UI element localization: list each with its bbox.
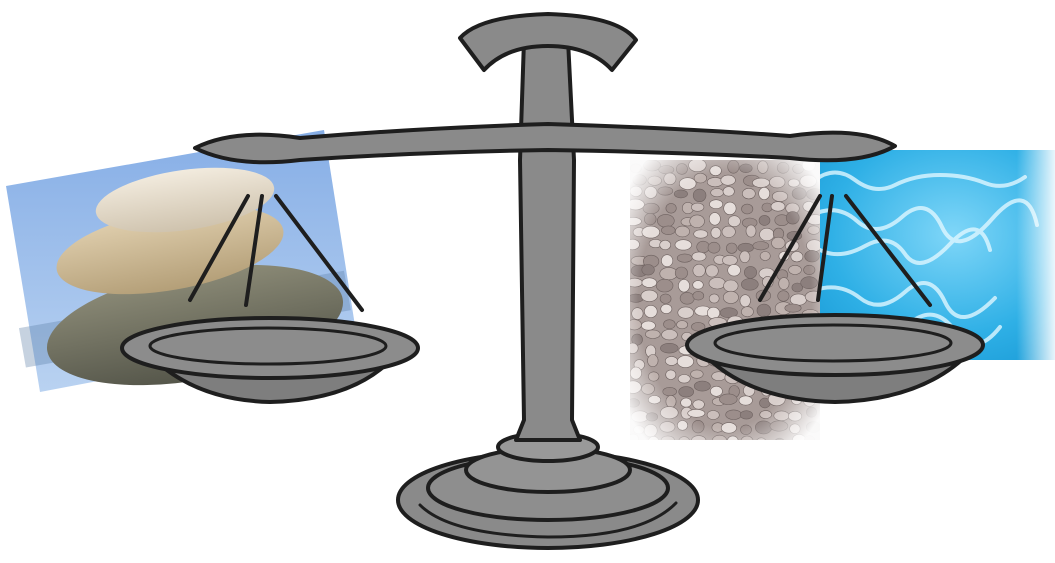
pebbles-water-photo [630, 150, 1055, 440]
pebbles-photo [630, 160, 820, 440]
right-pan-chains [758, 194, 932, 307]
balance-scale [120, 12, 985, 550]
left-pan-chains [188, 194, 364, 312]
middle-stone [56, 205, 284, 295]
right-pan [685, 313, 985, 404]
left-pan [120, 316, 420, 404]
scale-top [458, 12, 638, 72]
scale-crossbar [193, 122, 897, 165]
scale-pillar [514, 38, 582, 442]
scale-base [396, 431, 700, 550]
top-stone [95, 167, 275, 233]
